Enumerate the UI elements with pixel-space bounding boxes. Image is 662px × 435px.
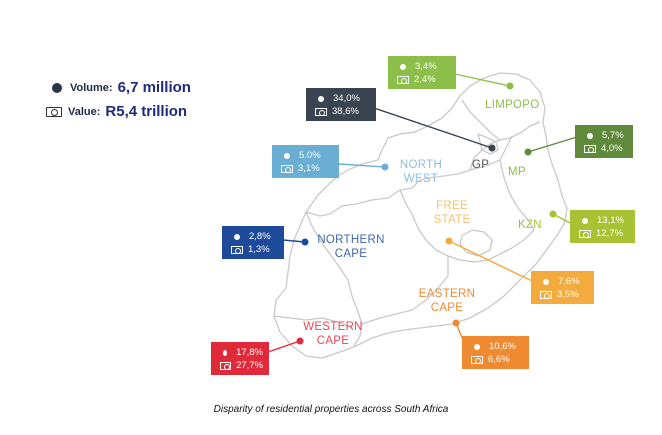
region-label-kzn: KZN [518,219,542,231]
cash-icon [471,355,483,364]
stat-box-mp: 5,7% 4,0% [575,125,633,158]
value-share: 27,7% [236,360,263,371]
cash-icon [220,361,232,370]
value-share: 2,4% [414,74,436,85]
volume-dot-icon [234,233,240,240]
volume-share: 13,1% [597,215,624,226]
volume-dot-icon [474,343,480,350]
value-share: 3,1% [298,163,320,174]
volume-share: 7,6% [558,276,580,287]
stat-box-northwest: 5.0% 3,1% [272,145,339,178]
cash-icon [46,106,62,117]
figure-caption: Disparity of residential properties acro… [213,404,449,415]
region-label-freestate: FREE STATE [433,200,471,226]
volume-dot-icon [400,63,406,70]
value-share: 4,0% [601,143,623,154]
cash-icon [540,290,552,299]
value-share: 6,6% [488,354,510,365]
region-label-mp: MP [508,166,526,178]
volume-share: 5.0% [299,150,321,161]
legend-volume-label: Volume: [70,81,113,94]
stat-box-gp: 34,0% 38,6% [306,88,376,121]
region-label-westerncape: WESTERN CAPE [303,321,363,347]
region-label-limpopo: LIMPOPO [485,99,540,111]
volume-dot-icon [587,132,593,139]
stat-box-limpopo: 3,4% 2,4% [388,56,456,89]
cash-icon [315,107,327,116]
volume-dot-icon [582,217,588,224]
legend-volume: Volume: 6,7 million [52,79,191,96]
region-label-gp: GP [472,159,490,171]
cash-icon [579,229,591,238]
cash-icon [231,245,243,254]
volume-share: 34,0% [333,93,360,104]
legend-volume-value: 6,7 million [117,79,191,96]
stat-box-easterncape: 10,6% 6,6% [462,336,529,369]
region-label-easterncape: EASTERN CAPE [418,288,476,314]
volume-dot-icon [52,82,62,93]
value-share: 3,5% [557,289,579,300]
legend-value-value: R5,4 trillion [105,103,188,120]
volume-share: 5,7% [602,130,624,141]
volume-dot-icon [223,349,228,356]
region-label-northerncape: NORTHERN CAPE [317,234,385,260]
legend-value: Value: R5,4 trillion [46,103,187,120]
cash-icon [584,144,596,153]
value-share: 12,7% [596,228,623,239]
volume-dot-icon [284,152,290,159]
region-label-northwest: NORTH WEST [399,159,443,185]
volume-dot-icon [318,95,324,102]
volume-share: 10,6% [489,341,516,352]
volume-share: 17,8% [236,347,263,358]
legend-value-label: Value: [68,105,101,118]
cash-icon [397,75,409,84]
value-share: 38,6% [332,106,359,117]
value-share: 1,3% [248,244,270,255]
stat-box-westerncape: 17,8% 27,7% [211,342,269,375]
volume-share: 3,4% [415,61,437,72]
volume-dot-icon [543,278,549,285]
volume-share: 2,8% [249,231,271,242]
country-outline [273,72,568,359]
stat-box-northerncape: 2,8% 1,3% [222,226,284,259]
stat-box-freestate: 7,6% 3,5% [531,271,594,304]
cash-icon [281,164,293,173]
stat-box-kzn: 13,1% 12,7% [570,210,635,243]
